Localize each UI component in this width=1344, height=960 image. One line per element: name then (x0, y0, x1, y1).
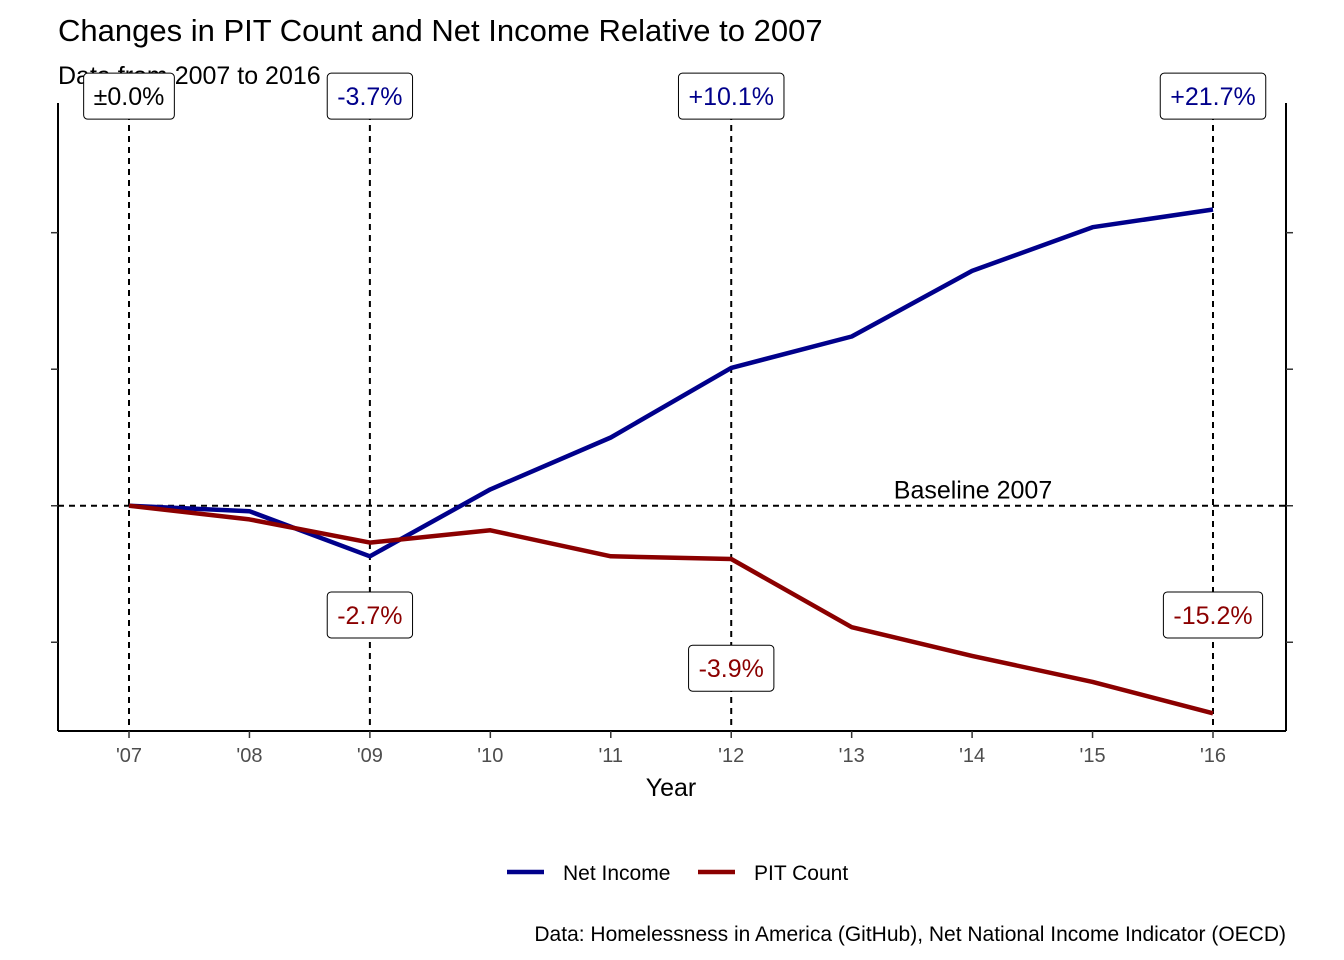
annotation-box (326, 72, 414, 120)
x-tick-label-2016: '16 (1200, 745, 1226, 767)
legend: Net Income PIT Count (507, 862, 848, 885)
x-tick-label-2009: '09 (357, 745, 383, 767)
annotation-box (83, 72, 175, 120)
annotation-text: +21.7% (1170, 83, 1256, 111)
annotation-box (1162, 591, 1264, 639)
annotation-text: -2.7% (337, 602, 402, 630)
x-axis-title: Year (646, 774, 697, 802)
chart-title: Changes in PIT Count and Net Income Rela… (58, 13, 823, 48)
annotation-box (677, 72, 785, 120)
chart-caption: Data: Homelessness in America (GitHub), … (534, 923, 1286, 946)
x-tick-label-2015: '15 (1080, 745, 1106, 767)
annotation-text: ±0.0% (94, 83, 165, 111)
legend-label-pit-count: PIT Count (754, 862, 848, 885)
annotation-0-0: ±0.0% (83, 72, 175, 120)
legend-item-net-income: Net Income (507, 862, 670, 885)
annotation-text: -3.7% (337, 83, 402, 111)
annotation-15-2: -15.2% (1162, 591, 1264, 639)
x-tick-label-2007: '07 (116, 745, 142, 767)
annotation-3-7: -3.7% (326, 72, 414, 120)
series-line-net-income (128, 207, 1214, 559)
x-tick-label-2010: '10 (477, 745, 503, 767)
annotation-text: +10.1% (688, 83, 774, 111)
x-axis: '07 '08 '09 '10 '11 '12 '13 '14 '15 '16 (116, 731, 1226, 767)
annotation-text: -15.2% (1173, 602, 1252, 630)
plot-area: Baseline 2007 ±0.0% -3.7% +10.1% +21.7% -2.7%… (57, 72, 1287, 732)
x-tick-label-2012: '12 (718, 745, 744, 767)
legend-label-net-income: Net Income (563, 862, 670, 885)
annotation-box (326, 591, 414, 639)
baseline-label: Baseline 2007 (894, 477, 1052, 505)
annotation-box (1159, 72, 1267, 120)
annotation-text: -3.9% (699, 655, 764, 683)
x-tick-label-2011: '11 (598, 745, 623, 767)
annotation-10-1: +10.1% (677, 72, 785, 120)
x-tick-label-2013: '13 (839, 745, 865, 767)
annotation-3-9: -3.9% (688, 644, 775, 692)
x-tick-label-2008: '08 (236, 745, 262, 767)
y-axis (51, 231, 1293, 644)
legend-item-pit-count: PIT Count (698, 862, 848, 885)
annotation-2-7: -2.7% (326, 591, 414, 639)
x-tick-label-2014: '14 (959, 745, 985, 767)
annotation-21-7: +21.7% (1159, 72, 1267, 120)
series-line-pit-count (128, 503, 1214, 716)
annotation-box (688, 644, 775, 692)
